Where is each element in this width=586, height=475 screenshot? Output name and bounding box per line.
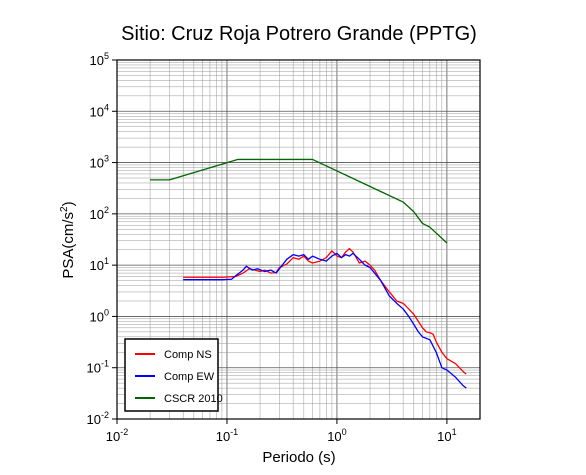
x-axis-ticks: 10-2 10-1 100 101 bbox=[106, 419, 457, 444]
series-line-3 bbox=[150, 158, 448, 244]
y-tick-label: 10-2 bbox=[87, 410, 109, 427]
grid-lines bbox=[116, 59, 481, 420]
x-tick-label: 100 bbox=[327, 427, 346, 444]
x-tick-label: 101 bbox=[437, 427, 456, 444]
chart-title: Sitio: Cruz Roja Potrero Grande (PPTG) bbox=[121, 23, 477, 45]
y-axis-label-tail: ) bbox=[60, 201, 77, 206]
y-tick-label: 102 bbox=[90, 205, 109, 222]
legend-entry-3: CSCR 2010 bbox=[164, 393, 223, 405]
plot-frame bbox=[116, 59, 481, 420]
series-layer bbox=[150, 158, 467, 389]
y-tick-label: 103 bbox=[90, 154, 109, 171]
legend-entry-2: Comp EW bbox=[164, 371, 215, 383]
y-axis-label-sup: 2 bbox=[59, 206, 70, 212]
y-tick-label: 100 bbox=[90, 307, 109, 324]
y-axis-ticks: 10-2 10-1 100 101 102 103 104 105 bbox=[87, 51, 117, 427]
y-tick-label: 10-1 bbox=[87, 359, 109, 376]
legend-entry-1: Comp NS bbox=[164, 349, 212, 361]
series-line-2 bbox=[183, 252, 467, 389]
y-tick-label: 104 bbox=[90, 102, 109, 119]
x-axis-label: Periodo (s) bbox=[262, 449, 335, 466]
y-tick-label: 105 bbox=[90, 51, 109, 68]
x-tick-label: 10-2 bbox=[106, 427, 128, 444]
legend: Comp NS Comp EW CSCR 2010 bbox=[124, 338, 223, 412]
y-tick-label: 101 bbox=[90, 256, 109, 273]
y-axis-label: PSA(cm/s2) bbox=[59, 201, 77, 278]
y-axis-label-base: PSA(cm/s bbox=[60, 212, 77, 279]
x-tick-label: 10-1 bbox=[216, 427, 238, 444]
